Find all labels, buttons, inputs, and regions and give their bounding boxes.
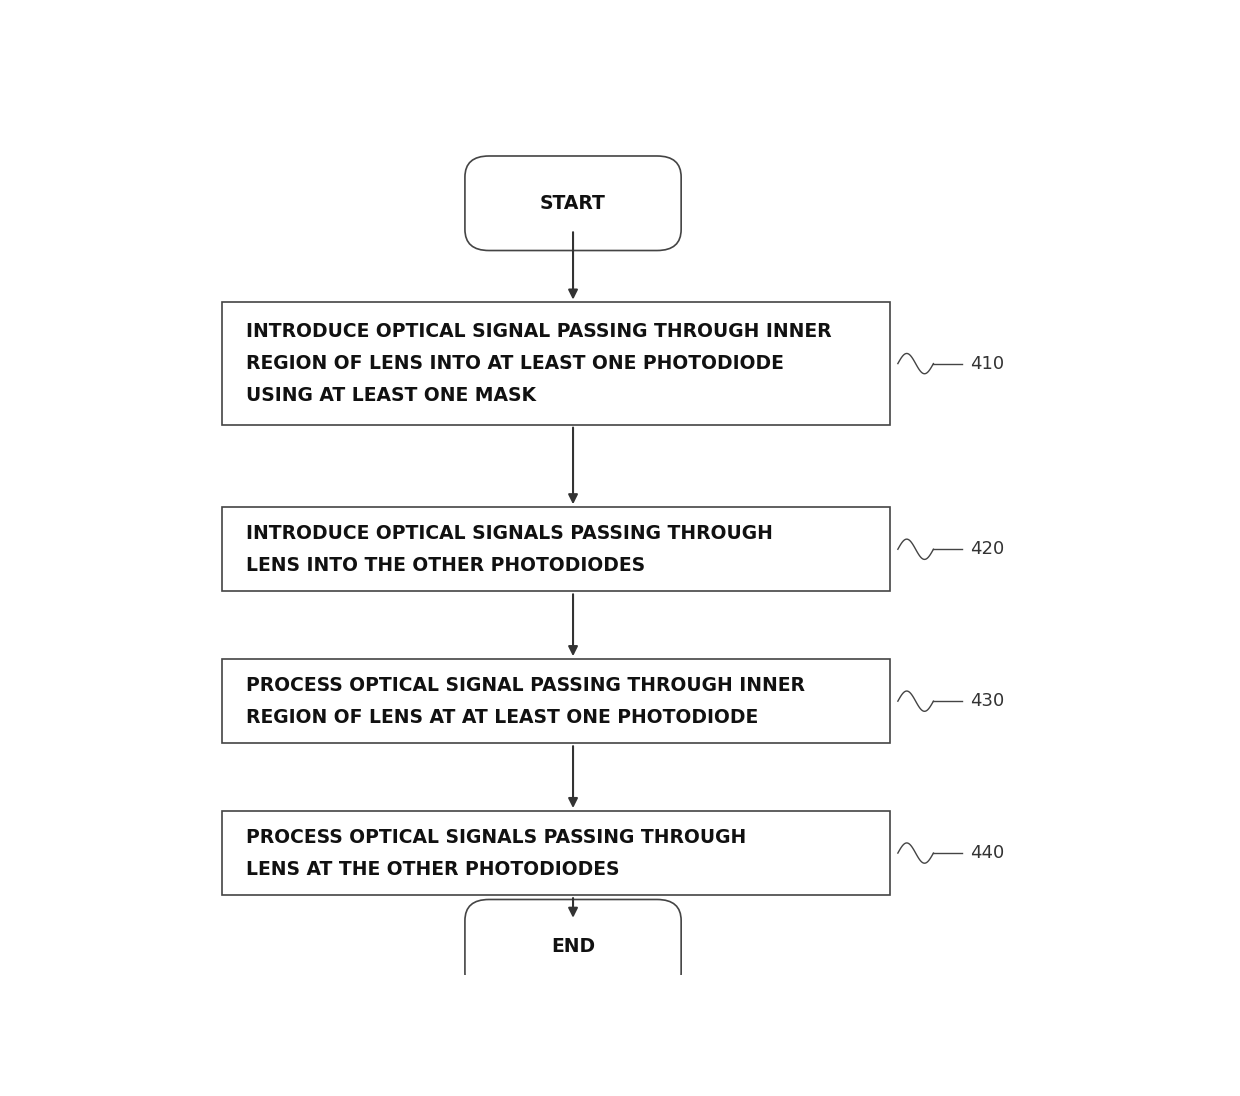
Text: INTRODUCE OPTICAL SIGNAL PASSING THROUGH INNER: INTRODUCE OPTICAL SIGNAL PASSING THROUGH… — [247, 322, 832, 341]
Text: PROCESS OPTICAL SIGNALS PASSING THROUGH: PROCESS OPTICAL SIGNALS PASSING THROUGH — [247, 827, 746, 846]
Text: END: END — [551, 937, 595, 956]
Text: REGION OF LENS AT AT LEAST ONE PHOTODIODE: REGION OF LENS AT AT LEAST ONE PHOTODIOD… — [247, 708, 759, 727]
Text: PROCESS OPTICAL SIGNAL PASSING THROUGH INNER: PROCESS OPTICAL SIGNAL PASSING THROUGH I… — [247, 675, 805, 695]
Text: REGION OF LENS INTO AT LEAST ONE PHOTODIODE: REGION OF LENS INTO AT LEAST ONE PHOTODI… — [247, 354, 784, 373]
Text: LENS AT THE OTHER PHOTODIODES: LENS AT THE OTHER PHOTODIODES — [247, 859, 620, 879]
Text: START: START — [541, 194, 606, 213]
Text: 420: 420 — [970, 540, 1004, 558]
FancyBboxPatch shape — [222, 507, 890, 592]
FancyBboxPatch shape — [222, 302, 890, 425]
Text: 410: 410 — [970, 355, 1004, 373]
Text: INTRODUCE OPTICAL SIGNALS PASSING THROUGH: INTRODUCE OPTICAL SIGNALS PASSING THROUG… — [247, 524, 774, 543]
FancyBboxPatch shape — [465, 900, 681, 994]
FancyBboxPatch shape — [222, 659, 890, 743]
Text: 430: 430 — [970, 693, 1004, 710]
Text: 440: 440 — [970, 844, 1004, 863]
FancyBboxPatch shape — [465, 156, 681, 251]
FancyBboxPatch shape — [222, 811, 890, 895]
Text: USING AT LEAST ONE MASK: USING AT LEAST ONE MASK — [247, 386, 536, 406]
Text: LENS INTO THE OTHER PHOTODIODES: LENS INTO THE OTHER PHOTODIODES — [247, 556, 646, 574]
